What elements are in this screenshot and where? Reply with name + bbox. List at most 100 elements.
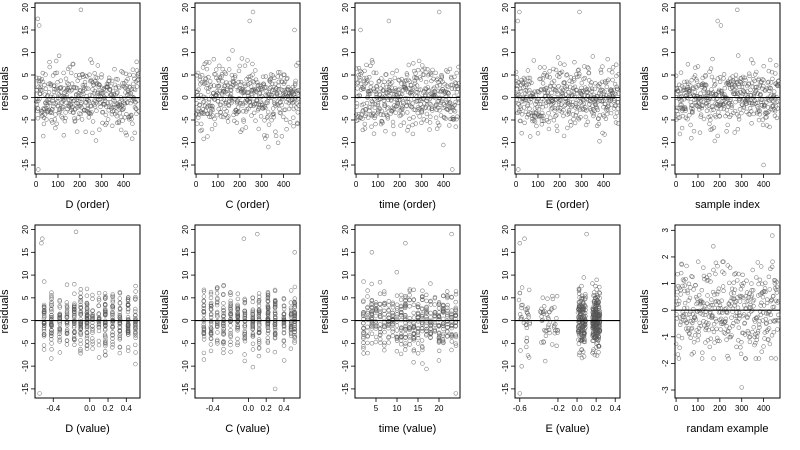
data-point [278,110,283,116]
y-tick-label: -10 [661,136,670,148]
data-point [134,111,139,116]
data-point [425,101,430,107]
y-tick-label: 15 [21,247,30,256]
data-point [384,72,389,77]
y-tick-label: -10 [181,136,190,148]
data-point [273,103,278,108]
data-point [395,302,400,307]
data-point [436,358,442,363]
data-point [717,79,723,85]
data-point [581,275,586,280]
data-point [136,109,141,114]
data-point [196,115,201,120]
y-tick-label: -5 [501,116,510,124]
data-point [374,84,379,89]
data-point [538,76,543,82]
data-point [382,291,387,297]
data-point [77,75,82,81]
data-point [677,131,683,137]
data-point [104,92,109,97]
data-point [428,302,433,307]
data-point [398,297,404,302]
y-tick-label: 0 [661,95,670,100]
data-point [267,79,273,84]
data-point [72,282,77,287]
data-point [613,62,619,67]
data-point [201,350,207,356]
data-point [214,67,219,72]
data-point [715,133,720,139]
data-point [284,117,289,123]
data-point [207,60,212,65]
data-point [39,241,44,246]
data-point [221,97,227,102]
data-point [527,75,533,81]
data-point [685,290,691,296]
data-point [449,347,454,353]
data-point [132,87,138,93]
data-point [228,87,233,92]
data-point [397,78,402,83]
x-tick-label: 0.2 [261,404,273,413]
data-point [33,99,39,105]
x-tick-label: 200 [73,180,87,189]
data-point [265,109,271,115]
y-tick-label: 5 [341,295,350,300]
data-point [196,106,202,112]
data-point [295,90,300,96]
data-point [539,118,545,124]
data-point [78,7,84,13]
data-point [209,106,214,111]
data-point [35,16,40,21]
data-point [284,126,289,132]
data-point [437,108,442,113]
x-tick-label: 100 [371,180,385,189]
data-point [262,118,267,123]
data-point [537,65,543,70]
data-point [96,338,102,344]
data-point [604,84,609,90]
data-point [279,102,284,108]
points [673,233,781,390]
data-point [594,277,599,282]
data-point [202,80,207,85]
data-point [550,294,555,299]
data-point [360,116,365,121]
data-point [376,79,381,84]
data-point [712,82,718,87]
data-point [78,88,83,93]
data-point [368,63,373,69]
data-point [41,347,47,352]
data-point [562,103,567,109]
data-point [425,72,431,78]
data-point [519,364,524,369]
data-point [243,125,249,130]
data-point [550,105,555,111]
data-point [572,59,577,65]
data-point [747,73,752,79]
data-point [135,98,140,103]
data-point [93,138,99,143]
y-tick-label: 20 [341,225,350,234]
data-point [223,71,229,77]
data-point [390,70,395,76]
data-point [291,115,296,120]
data-point [455,100,460,106]
data-point [135,78,140,83]
data-point [132,130,137,136]
data-point [608,110,614,116]
data-point [266,144,271,150]
data-point [705,293,710,298]
points [516,231,603,396]
data-point [583,114,588,120]
data-point [757,325,762,330]
data-point [394,349,400,354]
y-tick-label: 10 [21,270,30,279]
data-point [536,107,542,112]
data-point [555,55,561,60]
data-point [373,121,378,127]
data-point [434,83,440,89]
data-point [413,121,418,126]
y-tick-label: -15 [341,383,350,395]
